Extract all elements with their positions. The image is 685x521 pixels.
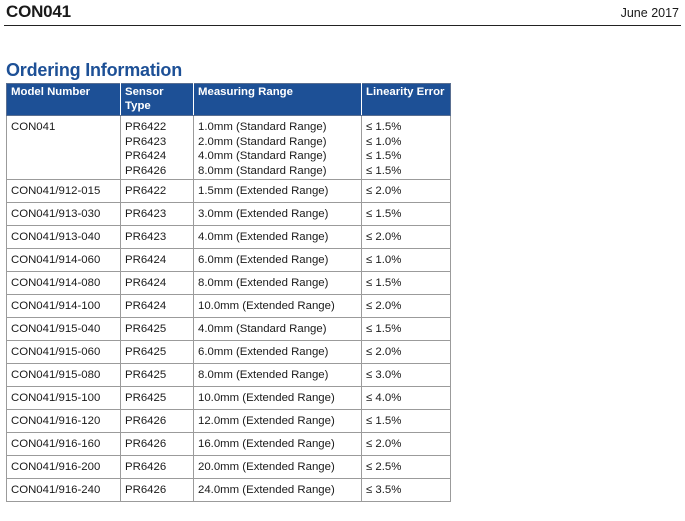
table-row: CON041/914-060 PR6424 6.0mm (Extended Rang…	[6, 247, 451, 272]
sensor-type-cell: PR6424	[120, 270, 194, 295]
linearity-error-cell: ≤ 1.5%	[361, 316, 451, 341]
table-row: CON041/915-100 PR6425 10.0mm (Extended Ran…	[6, 385, 451, 410]
linearity-error-cell: ≤ 2.0%	[361, 293, 451, 318]
measuring-range-value: 1.0mm (Standard Range)	[198, 121, 327, 133]
model-number-cell: CON041/916-160	[6, 431, 121, 456]
linearity-error-cell: ≤ 3.0%	[361, 362, 451, 387]
model-number-cell: CON041/915-040	[6, 316, 121, 341]
ordering-table: Model Number Sensor Type Measuring Range…	[6, 83, 451, 502]
linearity-error-cell: ≤ 4.0%	[361, 385, 451, 410]
measuring-range-cell: 4.0mm (Extended Range)	[193, 224, 362, 249]
model-number-cell: CON041/913-040	[6, 224, 121, 249]
column-header-sensor-type: Sensor Type	[120, 83, 194, 116]
measuring-range-cell: 16.0mm (Extended Range)	[193, 431, 362, 456]
table-row: CON041/916-160 PR6426 16.0mm (Extended Ran…	[6, 431, 451, 456]
header-divider	[4, 25, 681, 26]
column-header-model-number: Model Number	[6, 83, 121, 116]
linearity-error-value: ≤ 1.5%	[366, 165, 402, 178]
model-number-cell: CON041/915-080	[6, 362, 121, 387]
sensor-type-cell: PR6425	[120, 385, 194, 410]
linearity-error-cell: ≤ 2.0%	[361, 339, 451, 364]
sensor-type-cell: PR6423	[120, 224, 194, 249]
linearity-error-cell: ≤ 2.0%	[361, 178, 451, 203]
sensor-type-cell: PR6425	[120, 316, 194, 341]
measuring-range-cell: 8.0mm (Extended Range)	[193, 270, 362, 295]
model-number-cell: CON041/914-100	[6, 293, 121, 318]
model-number-cell: CON041/915-100	[6, 385, 121, 410]
measuring-range-cell: 10.0mm (Extended Range)	[193, 385, 362, 410]
table-row: CON041/916-120 PR6426 12.0mm (Extended Ran…	[6, 408, 451, 433]
sensor-type-cell: PR6425	[120, 362, 194, 387]
table-row: CON041/913-030 PR6423 3.0mm (Extended Rang…	[6, 201, 451, 226]
model-number-cell: CON041/914-080	[6, 270, 121, 295]
linearity-error-value: ≤ 1.5%	[366, 150, 402, 163]
linearity-error-cell: ≤ 1.5% ≤ 1.0% ≤ 1.5% ≤ 1.5%	[361, 115, 451, 180]
measuring-range-cell: 4.0mm (Standard Range)	[193, 316, 362, 341]
measuring-range-value: 2.0mm (Standard Range)	[198, 135, 327, 148]
table-row: CON041/914-080 PR6424 8.0mm (Extended Rang…	[6, 270, 451, 295]
table-row: CON041/916-200 PR6426 20.0mm (Extended Ran…	[6, 454, 451, 479]
measuring-range-cell: 1.5mm (Extended Range)	[193, 178, 362, 203]
sensor-type-value: PR6424	[125, 150, 167, 163]
table-row: CON041/914-100 PR6424 10.0mm (Extended Ran…	[6, 293, 451, 318]
sensor-type-cell: PR6423	[120, 201, 194, 226]
measuring-range-value: 4.0mm (Standard Range)	[198, 150, 327, 163]
sensor-type-value: PR6422	[125, 121, 167, 133]
sensor-type-cell: PR6426	[120, 431, 194, 456]
measuring-range-cell: 8.0mm (Extended Range)	[193, 362, 362, 387]
document-id: CON041	[6, 2, 71, 21]
sensor-type-cell: PR6426	[120, 454, 194, 479]
sensor-type-cell: PR6422	[120, 178, 194, 203]
sensor-type-value: PR6423	[125, 135, 167, 148]
model-number-cell: CON041/916-240	[6, 477, 121, 502]
model-number-cell: CON041/916-120	[6, 408, 121, 433]
table-row: CON041/916-240 PR6426 24.0mm (Extended Ran…	[6, 477, 451, 502]
linearity-error-cell: ≤ 1.5%	[361, 201, 451, 226]
linearity-error-cell: ≤ 3.5%	[361, 477, 451, 502]
linearity-error-cell: ≤ 1.5%	[361, 408, 451, 433]
table-row: CON041/912-015 PR6422 1.5mm (Extended Rang…	[6, 178, 451, 203]
table-row: CON041/915-080 PR6425 8.0mm (Extended Rang…	[6, 362, 451, 387]
sensor-type-cell: PR6425	[120, 339, 194, 364]
sensor-type-cell: PR6426	[120, 408, 194, 433]
linearity-error-cell: ≤ 1.5%	[361, 270, 451, 295]
sensor-type-cell: PR6426	[120, 477, 194, 502]
table-row: CON041/915-040 PR6425 4.0mm (Standard Rang…	[6, 316, 451, 341]
measuring-range-cell: 1.0mm (Standard Range) 2.0mm (Standard R…	[193, 115, 362, 180]
sensor-type-cell: PR6424	[120, 247, 194, 272]
page-header: CON041 June 2017	[0, 0, 685, 26]
measuring-range-cell: 6.0mm (Extended Range)	[193, 339, 362, 364]
model-number-cell: CON041/914-060	[6, 247, 121, 272]
linearity-error-value: ≤ 1.0%	[366, 135, 402, 148]
sensor-type-cell: PR6424	[120, 293, 194, 318]
sensor-type-cell: PR6422 PR6423 PR6424 PR6426	[120, 115, 194, 180]
column-header-measuring-range: Measuring Range	[193, 83, 362, 116]
linearity-error-value: ≤ 1.5%	[366, 121, 402, 133]
linearity-error-cell: ≤ 2.0%	[361, 224, 451, 249]
model-number-cell: CON041/913-030	[6, 201, 121, 226]
model-number-cell: CON041	[6, 115, 121, 180]
sensor-type-value: PR6426	[125, 165, 167, 178]
linearity-error-cell: ≤ 1.0%	[361, 247, 451, 272]
document-date: June 2017	[620, 6, 679, 20]
section-title: Ordering Information	[6, 60, 183, 80]
measuring-range-value: 8.0mm (Standard Range)	[198, 165, 327, 178]
measuring-range-cell: 6.0mm (Extended Range)	[193, 247, 362, 272]
measuring-range-cell: 20.0mm (Extended Range)	[193, 454, 362, 479]
column-header-linearity-error: Linearity Error	[361, 83, 451, 116]
linearity-error-cell: ≤ 2.5%	[361, 454, 451, 479]
model-number-cell: CON041/915-060	[6, 339, 121, 364]
measuring-range-cell: 12.0mm (Extended Range)	[193, 408, 362, 433]
model-number-cell: CON041/916-200	[6, 454, 121, 479]
measuring-range-cell: 24.0mm (Extended Range)	[193, 477, 362, 502]
table-header-row: Model Number Sensor Type Measuring Range…	[6, 83, 451, 116]
measuring-range-cell: 10.0mm (Extended Range)	[193, 293, 362, 318]
table-row: CON041 PR6422 PR6423 PR6424 PR6426 1.0mm…	[6, 115, 451, 180]
linearity-error-cell: ≤ 2.0%	[361, 431, 451, 456]
table-row: CON041/915-060 PR6425 6.0mm (Extended Rang…	[6, 339, 451, 364]
model-number-cell: CON041/912-015	[6, 178, 121, 203]
measuring-range-cell: 3.0mm (Extended Range)	[193, 201, 362, 226]
table-row: CON041/913-040 PR6423 4.0mm (Extended Rang…	[6, 224, 451, 249]
